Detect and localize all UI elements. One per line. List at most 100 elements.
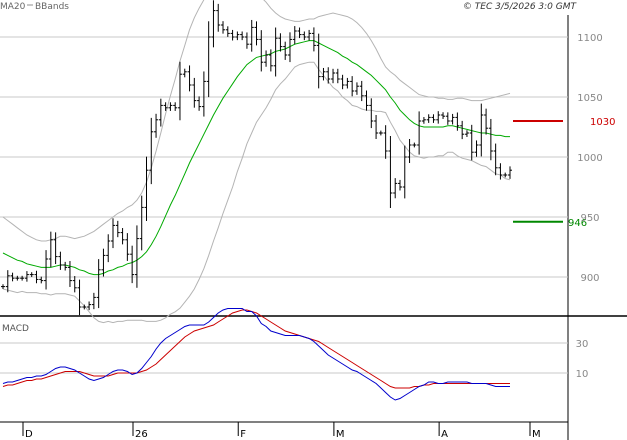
price-bar xyxy=(407,139,412,163)
price-bar xyxy=(225,26,230,37)
main-panel xyxy=(0,15,568,315)
price-bar xyxy=(311,27,316,52)
price-bar xyxy=(321,67,326,81)
bbands-lower-line xyxy=(2,61,511,324)
price-bar xyxy=(154,113,159,138)
price-bar xyxy=(240,31,245,41)
ma20-line xyxy=(2,40,510,276)
price-bar xyxy=(158,98,163,127)
y-tick-label-950: 950 xyxy=(580,213,599,224)
price-bar xyxy=(29,272,34,277)
level-markers: 1030 946 xyxy=(513,117,615,229)
price-bar xyxy=(359,80,364,102)
price-bar xyxy=(177,61,182,121)
y-tick-label-1100: 1100 xyxy=(577,33,602,44)
main-grid xyxy=(0,36,568,278)
price-bar xyxy=(484,108,489,135)
level-label-946: 946 xyxy=(568,218,587,229)
price-bar xyxy=(5,270,10,293)
legend-bbands: BBands xyxy=(35,2,69,12)
price-bar xyxy=(139,195,144,251)
price-bar xyxy=(101,248,106,277)
price-bar xyxy=(436,111,441,124)
price-bar xyxy=(163,102,168,111)
price-bar xyxy=(350,76,355,97)
price-bar xyxy=(182,68,187,78)
x-label-M: M xyxy=(532,429,541,440)
price-bar xyxy=(144,156,149,221)
price-bar xyxy=(235,31,240,41)
price-bar xyxy=(388,136,393,208)
price-bar xyxy=(96,259,101,309)
price-bar xyxy=(58,251,63,270)
price-bar xyxy=(115,220,120,238)
price-bar xyxy=(393,178,398,199)
price-bar xyxy=(201,71,206,117)
price-bar xyxy=(264,50,269,67)
price-bar xyxy=(445,112,450,125)
price-bar xyxy=(125,233,130,261)
price-bar xyxy=(331,68,336,84)
price-bar xyxy=(91,292,96,310)
price-bar xyxy=(67,261,72,287)
price-bar xyxy=(120,228,125,245)
price-bar xyxy=(82,304,87,310)
price-bar xyxy=(474,140,479,157)
price-bar xyxy=(455,112,460,131)
price-bar xyxy=(283,41,288,60)
price-bar xyxy=(369,98,374,129)
price-bar xyxy=(460,120,465,140)
macd-grid xyxy=(0,342,568,374)
price-bar xyxy=(316,33,321,89)
price-bar xyxy=(168,102,173,111)
price-bar xyxy=(488,118,493,161)
price-bar xyxy=(24,271,29,282)
price-bar xyxy=(421,117,426,124)
price-bar xyxy=(15,275,20,281)
x-label-26: 26 xyxy=(135,429,148,440)
price-bar xyxy=(397,179,402,191)
price-bar xyxy=(63,261,68,271)
price-bar xyxy=(1,284,5,289)
price-bar xyxy=(412,142,417,148)
price-bar xyxy=(187,65,192,92)
price-bar xyxy=(111,218,116,249)
price-bar xyxy=(72,276,77,293)
x-label-M: M xyxy=(336,429,345,440)
price-bar xyxy=(20,275,25,281)
y-tick-label-900: 900 xyxy=(580,273,599,284)
macd-line xyxy=(2,308,510,401)
price-bar xyxy=(431,114,436,123)
price-bar xyxy=(402,145,407,199)
price-bar xyxy=(249,19,254,52)
price-bar xyxy=(493,143,498,176)
price-bar xyxy=(292,26,297,45)
level-label-1030: 1030 xyxy=(590,117,615,128)
price-bar xyxy=(417,111,422,155)
y-tick-label-1000: 1000 xyxy=(577,153,602,164)
price-bar xyxy=(287,32,292,63)
bbands-upper-line xyxy=(2,0,511,242)
x-label-D: D xyxy=(25,429,33,440)
price-bar xyxy=(498,163,503,180)
price-bar xyxy=(221,21,226,34)
price-bar xyxy=(340,74,345,90)
price-bar xyxy=(130,245,135,284)
price-bar xyxy=(216,3,221,32)
price-bar xyxy=(354,82,359,95)
x-label-F: F xyxy=(240,429,246,440)
price-bar xyxy=(278,33,283,52)
price-bar xyxy=(48,231,53,268)
macd-tick-label-30: 30 xyxy=(576,339,589,350)
x-axis: D 26 F M A M xyxy=(22,422,541,440)
price-bar xyxy=(426,114,431,123)
price-bar xyxy=(34,270,39,284)
source-timestamp: © TEC 3/5/2026 3:0 GMT xyxy=(463,2,578,12)
price-bar xyxy=(39,276,44,284)
y-tick-label-1050: 1050 xyxy=(577,93,602,104)
price-bar xyxy=(254,21,259,46)
price-bar xyxy=(326,67,331,84)
price-bar xyxy=(307,29,312,41)
macd-label: MACD xyxy=(2,324,29,334)
